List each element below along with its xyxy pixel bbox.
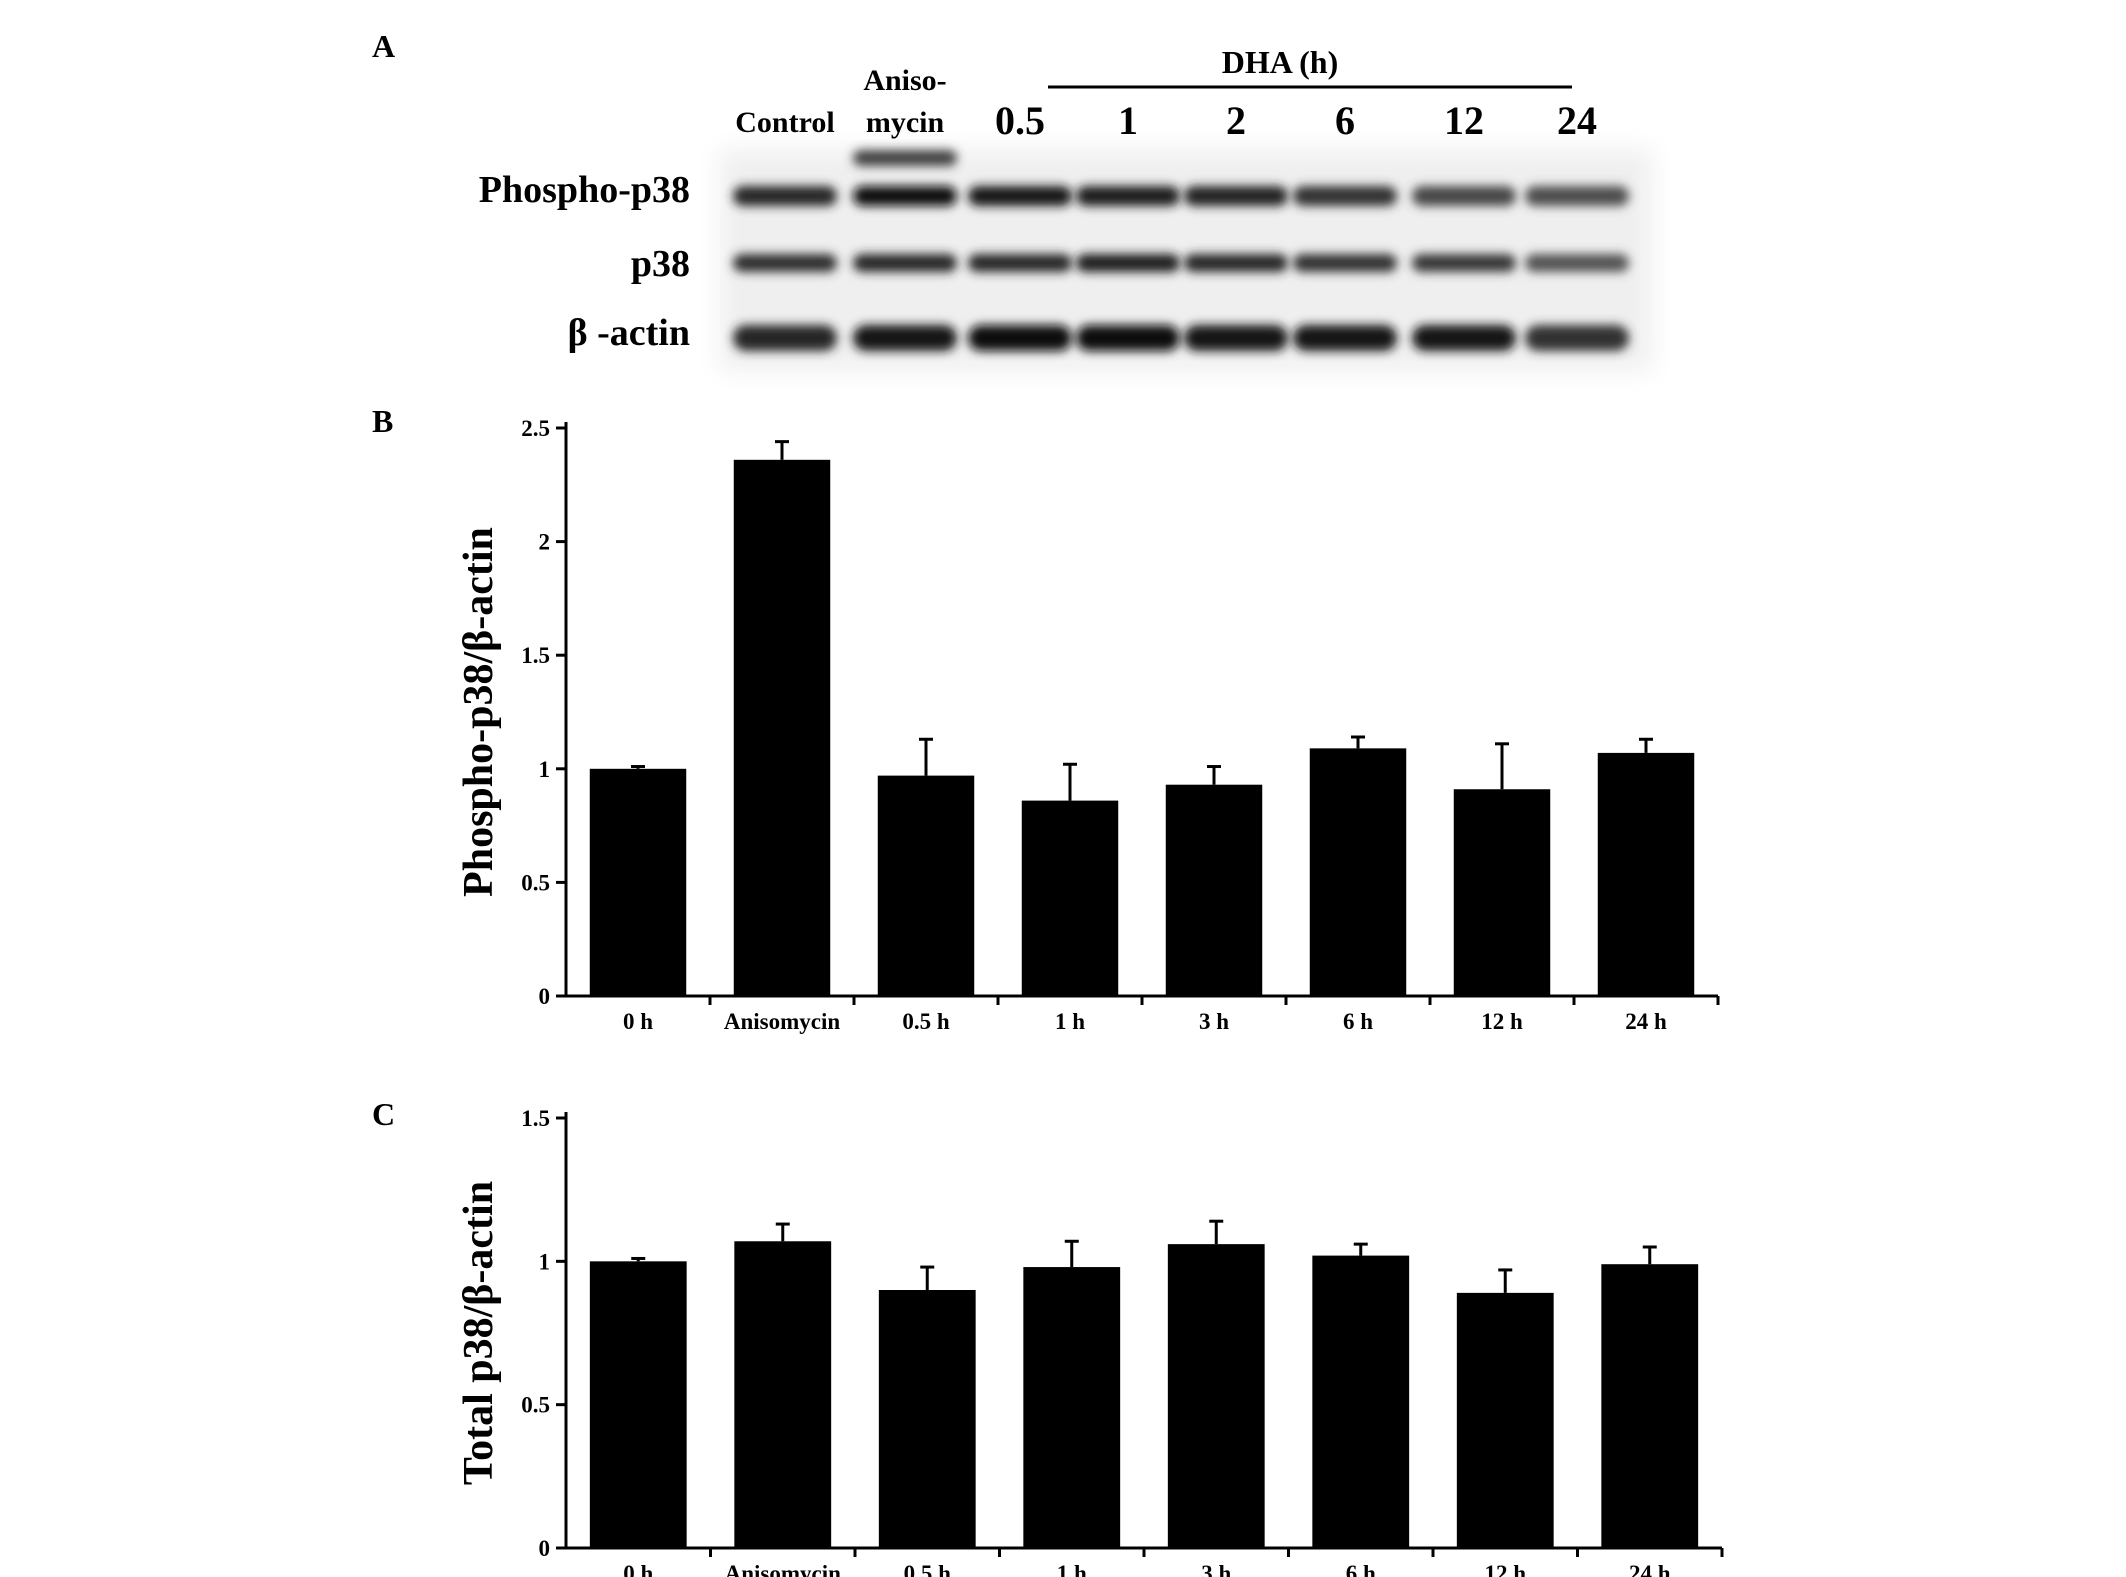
x-tick-label: 1 h [1055, 1009, 1085, 1034]
dha-time-label: 1 [1118, 98, 1138, 143]
x-tick-label: 24 h [1629, 1561, 1671, 1577]
bar [589, 1261, 687, 1548]
lane-header-anisomycin-line2: mycin [866, 106, 945, 139]
band-phospho-p38 [1293, 186, 1397, 206]
y-tick-label: 2.5 [521, 416, 550, 441]
band-p38 [1184, 254, 1288, 272]
bar [1165, 784, 1263, 996]
western-blot [720, 150, 1652, 370]
dha-time-label: 6 [1335, 98, 1355, 143]
y-tick-label: 2 [539, 530, 551, 555]
bar [1167, 1244, 1265, 1548]
y-tick-label: 0.5 [521, 1393, 550, 1418]
bar [734, 1241, 832, 1548]
x-tick-label: 24 h [1625, 1009, 1667, 1034]
chart-total-p38: 0 0.5 1 1.5 0 h Anisomycin 0.5 h 1 h 3 h 6 h 12 h 2… [521, 1106, 1724, 1577]
panel-label-c: C [372, 1096, 395, 1132]
bar [877, 775, 975, 996]
x-tick-label: Anisomycin [725, 1561, 842, 1577]
band-phospho-p38 [968, 186, 1072, 206]
x-tick-label: 12 h [1481, 1009, 1523, 1034]
band-p38 [968, 254, 1072, 272]
bar [1453, 789, 1551, 996]
band-beta-actin [1293, 325, 1397, 351]
band-phospho-p38 [1076, 186, 1180, 206]
dha-time-label: 24 [1557, 98, 1597, 143]
dha-header: DHA (h) [1222, 44, 1338, 80]
y-tick-label: 1.5 [521, 1106, 550, 1131]
x-tick-label: Anisomycin [724, 1009, 841, 1034]
x-tick-label: 0 h [623, 1009, 653, 1034]
lane-header-control: Control [735, 106, 834, 139]
row-label-phospho-p38: Phospho-p38 [479, 169, 690, 211]
y-tick-label: 0 [539, 1536, 551, 1561]
bar [1456, 1292, 1554, 1548]
band-beta-actin [1412, 325, 1516, 351]
x-tick-label: 3 h [1199, 1009, 1229, 1034]
band-beta-actin [1076, 325, 1180, 351]
band-phospho-p38-upper [853, 150, 957, 166]
bar [1021, 800, 1119, 996]
dha-time-label: 2 [1226, 98, 1246, 143]
chart-phospho-p38: 0 0.5 1 1.5 2 2.5 0 h Anisomycin 0.5 h 1 h 3 h 6 h 1… [521, 416, 1720, 1034]
band-phospho-p38 [733, 186, 837, 206]
y-tick-label: 1.5 [521, 643, 550, 668]
y-tick-label: 0 [539, 984, 551, 1009]
bar [1601, 1264, 1699, 1548]
band-p38 [1412, 254, 1516, 272]
band-p38 [1076, 254, 1180, 272]
lane-header-anisomycin-line1: Aniso- [863, 64, 946, 97]
x-tick-label: 12 h [1484, 1561, 1526, 1577]
dha-time-label: 0.5 [995, 98, 1045, 143]
band-p38 [1293, 254, 1397, 272]
bar [1312, 1255, 1410, 1548]
y-tick-label: 1 [539, 1249, 551, 1274]
band-p38 [733, 254, 837, 272]
bar [733, 459, 831, 997]
bar [1023, 1267, 1121, 1548]
y-axis-label-total-p38: Total p38/β-actin [456, 1181, 502, 1485]
dha-time-labels: 0.5 1 2 6 12 24 [995, 98, 1597, 143]
dha-time-label: 12 [1444, 98, 1484, 143]
bar [878, 1290, 976, 1548]
x-tick-label: 1 h [1057, 1561, 1087, 1577]
panel-label-b: B [372, 403, 393, 439]
band-beta-actin [1525, 325, 1629, 351]
row-label-beta-actin: β -actin [568, 312, 690, 354]
band-phospho-p38 [1412, 186, 1516, 206]
x-tick-label: 6 h [1343, 1009, 1373, 1034]
bar [1597, 752, 1695, 996]
x-tick-label: 0.5 h [904, 1561, 952, 1577]
x-tick-label: 0.5 h [902, 1009, 950, 1034]
band-beta-actin [1184, 325, 1288, 351]
x-tick-label: 3 h [1201, 1561, 1231, 1577]
band-p38 [853, 254, 957, 272]
band-beta-actin [853, 325, 957, 351]
x-tick-label: 0 h [623, 1561, 653, 1577]
y-tick-label: 1 [539, 757, 551, 782]
band-beta-actin [968, 325, 1072, 351]
row-label-p38: p38 [631, 243, 690, 285]
blot-bands [733, 150, 1629, 351]
y-axis-label-phospho-p38: Phospho-p38/β-actin [456, 527, 502, 897]
band-p38 [1525, 254, 1629, 272]
band-phospho-p38 [1525, 186, 1629, 206]
band-phospho-p38 [853, 186, 957, 206]
y-tick-label: 0.5 [521, 870, 550, 895]
bar [1309, 748, 1407, 996]
band-phospho-p38 [1184, 186, 1288, 206]
x-tick-label: 6 h [1346, 1561, 1376, 1577]
panel-label-a: A [372, 28, 395, 64]
band-beta-actin [733, 325, 837, 351]
bar [589, 768, 687, 996]
